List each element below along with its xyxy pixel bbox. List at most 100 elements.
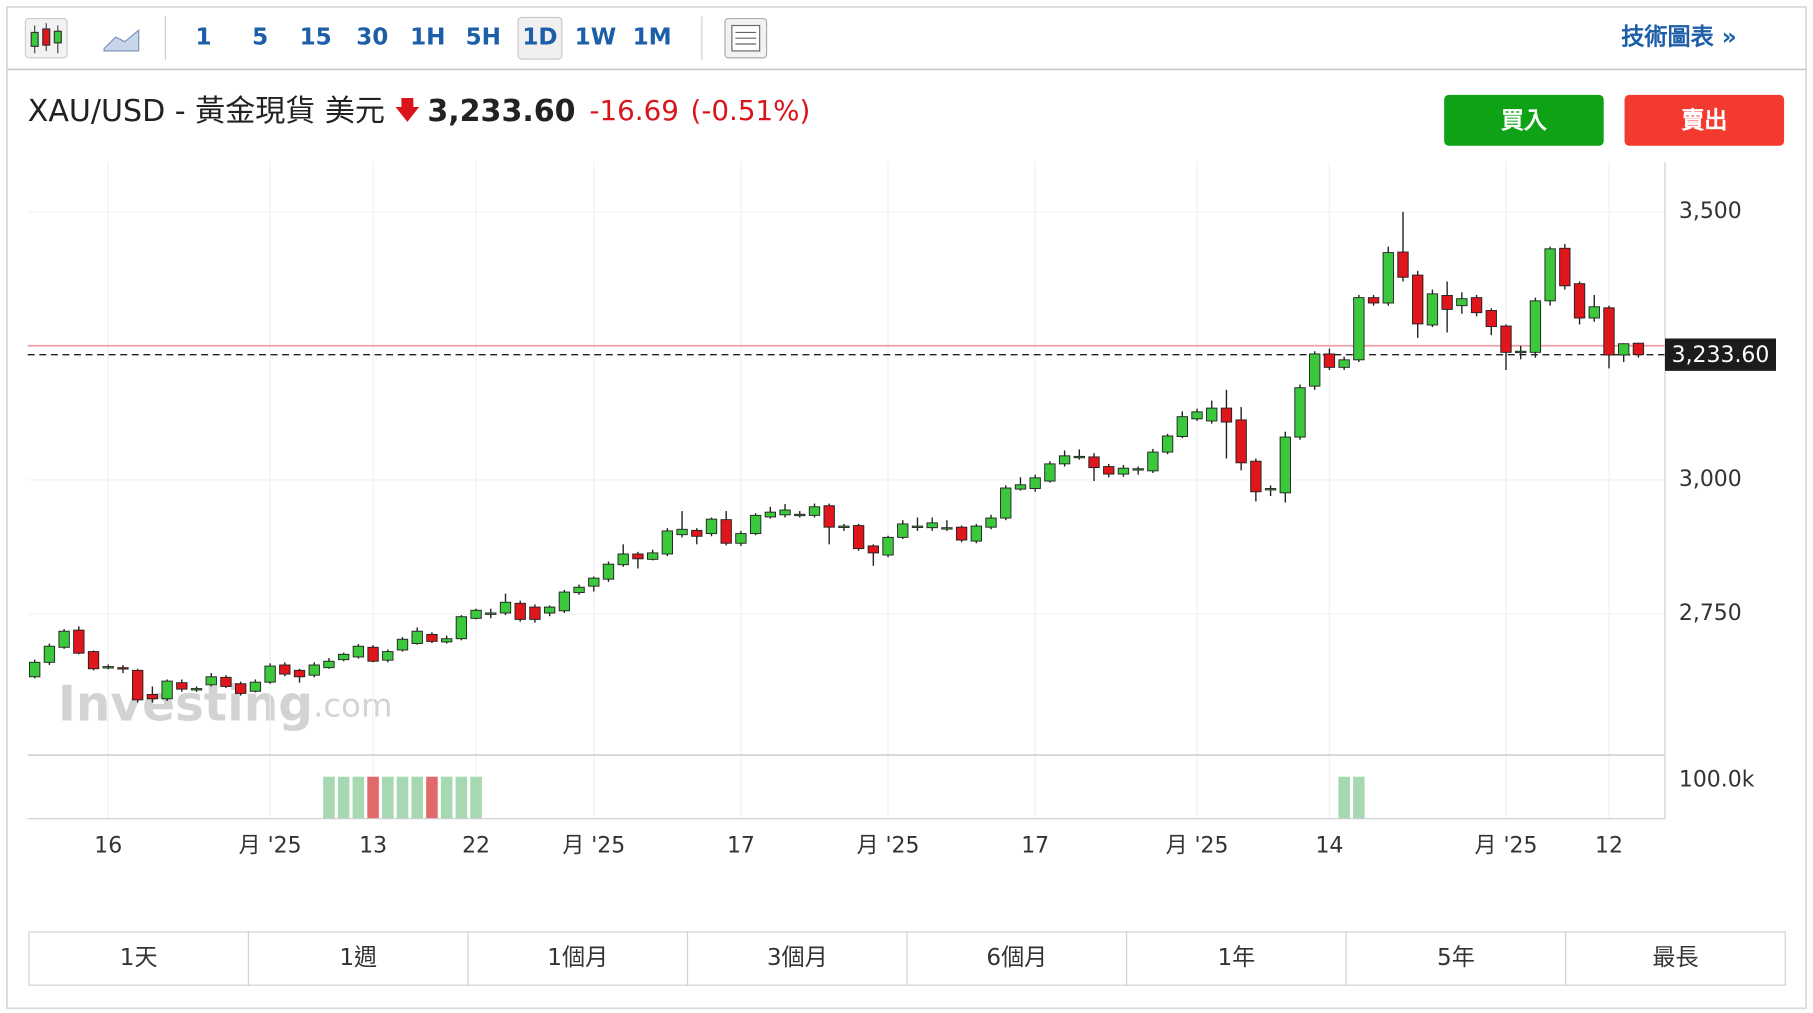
candle-body [1618,343,1630,356]
interval-label: 1H [410,25,445,51]
candle-body [1397,251,1409,278]
volume-bar [382,776,394,819]
candle-body [499,601,512,614]
interval-label: 30 [356,25,388,51]
x-tick-label: 月 '25 [857,833,920,858]
candle-body [43,645,56,663]
interval-button[interactable]: 1W [575,25,617,51]
candle-body [411,630,423,645]
candle-body [1132,468,1144,471]
price: 3,233.60 [427,94,575,129]
interval-button[interactable]: 1M [633,25,672,51]
x-tick-label: 月 '25 [239,833,302,858]
candle-body [1603,307,1615,356]
candle-body [29,661,41,678]
candle-body [632,553,644,560]
interval-label: 1 [195,25,211,51]
candle-body [455,616,468,640]
candle-body [1309,353,1321,387]
range-button[interactable]: 1個月 [467,931,689,986]
candle-body [102,666,114,669]
interval-button[interactable]: 15 [300,25,332,51]
buy-button[interactable]: 買入 [1444,94,1604,146]
last-price-label: 3,233.60 [1672,343,1770,368]
range-label: 1個月 [547,945,608,971]
candle-body [1029,477,1041,490]
range-button[interactable]: 最長 [1565,931,1786,986]
candle-body [1382,252,1394,304]
range-cell [1565,931,1786,986]
line-icon[interactable] [103,28,140,52]
range-label: 1週 [339,945,377,971]
candle-body [1176,416,1188,437]
candle-body [146,694,159,700]
interval-button[interactable]: 30 [356,25,388,51]
volume-bar [411,776,424,819]
candle-body [882,536,894,556]
candle-body [161,680,173,700]
range-button[interactable]: 6個月 [906,931,1128,986]
interval-button[interactable]: 5H [466,25,501,51]
candle-body [764,511,777,518]
interval-button[interactable]: 1H [410,25,445,51]
y-tick-label: 3,500 [1679,199,1742,224]
candle-body [646,552,659,560]
candle-body [955,526,968,541]
candle-body [426,633,438,642]
candle-body [1044,463,1056,482]
candle-body [205,676,217,686]
candle-icon[interactable] [24,17,68,59]
range-label: 1天 [120,945,158,971]
symbol: XAU/USD - 黃金現貨 美元 [28,94,385,129]
candle-body [926,522,938,529]
interval-button[interactable]: 5 [252,25,268,51]
candle-body [1250,460,1262,493]
candle-body [941,527,953,530]
change-percent: (-0.51%) [691,94,811,127]
candle-body [352,645,365,658]
icon-rect [42,28,51,46]
quote-header: XAU/USD - 黃金現貨 美元 🡇 3,233.60 -16.69 (-0.51%) [28,94,811,129]
candle-body [823,505,835,528]
candle-body [588,577,600,587]
range-button[interactable]: 1天 [28,931,250,986]
plot [27,211,1665,819]
icon-area [103,28,140,52]
candle-body [1264,488,1277,491]
candle-body [367,646,379,662]
volume-bar [1338,776,1350,819]
candle-body [1353,297,1365,361]
candle-body [794,513,806,517]
button-bg [1444,94,1604,146]
range-cell [906,931,1128,986]
candle-body [293,669,306,678]
candle-body [749,514,762,535]
volume-bar [396,776,409,819]
candle-body [970,525,982,542]
candle-body [1206,407,1218,422]
interval-button[interactable]: 1D [517,16,563,60]
candle-body [1544,248,1556,302]
candle-body [1529,300,1542,353]
icon-rect [53,30,62,44]
range-button[interactable]: 1年 [1126,931,1347,986]
layout-icon[interactable] [724,17,768,59]
candle-body [1367,297,1380,304]
range-cell [686,931,908,986]
candle-body [117,667,129,670]
sell-button[interactable]: 賣出 [1624,94,1785,146]
interval-button[interactable]: 1 [195,25,211,51]
range-button[interactable]: 1週 [247,931,469,986]
candle-body [735,533,747,544]
x-tick-label: 月 '25 [1166,833,1229,858]
technical-link[interactable]: 技術圖表 » [1621,24,1736,51]
change: -16.69 [589,94,678,127]
down-arrow: 🡇 [394,95,420,125]
candle-body [661,530,674,555]
range-button[interactable]: 5年 [1345,931,1567,986]
range-button[interactable]: 3個月 [686,931,908,986]
x-tick-label: 13 [359,833,387,858]
